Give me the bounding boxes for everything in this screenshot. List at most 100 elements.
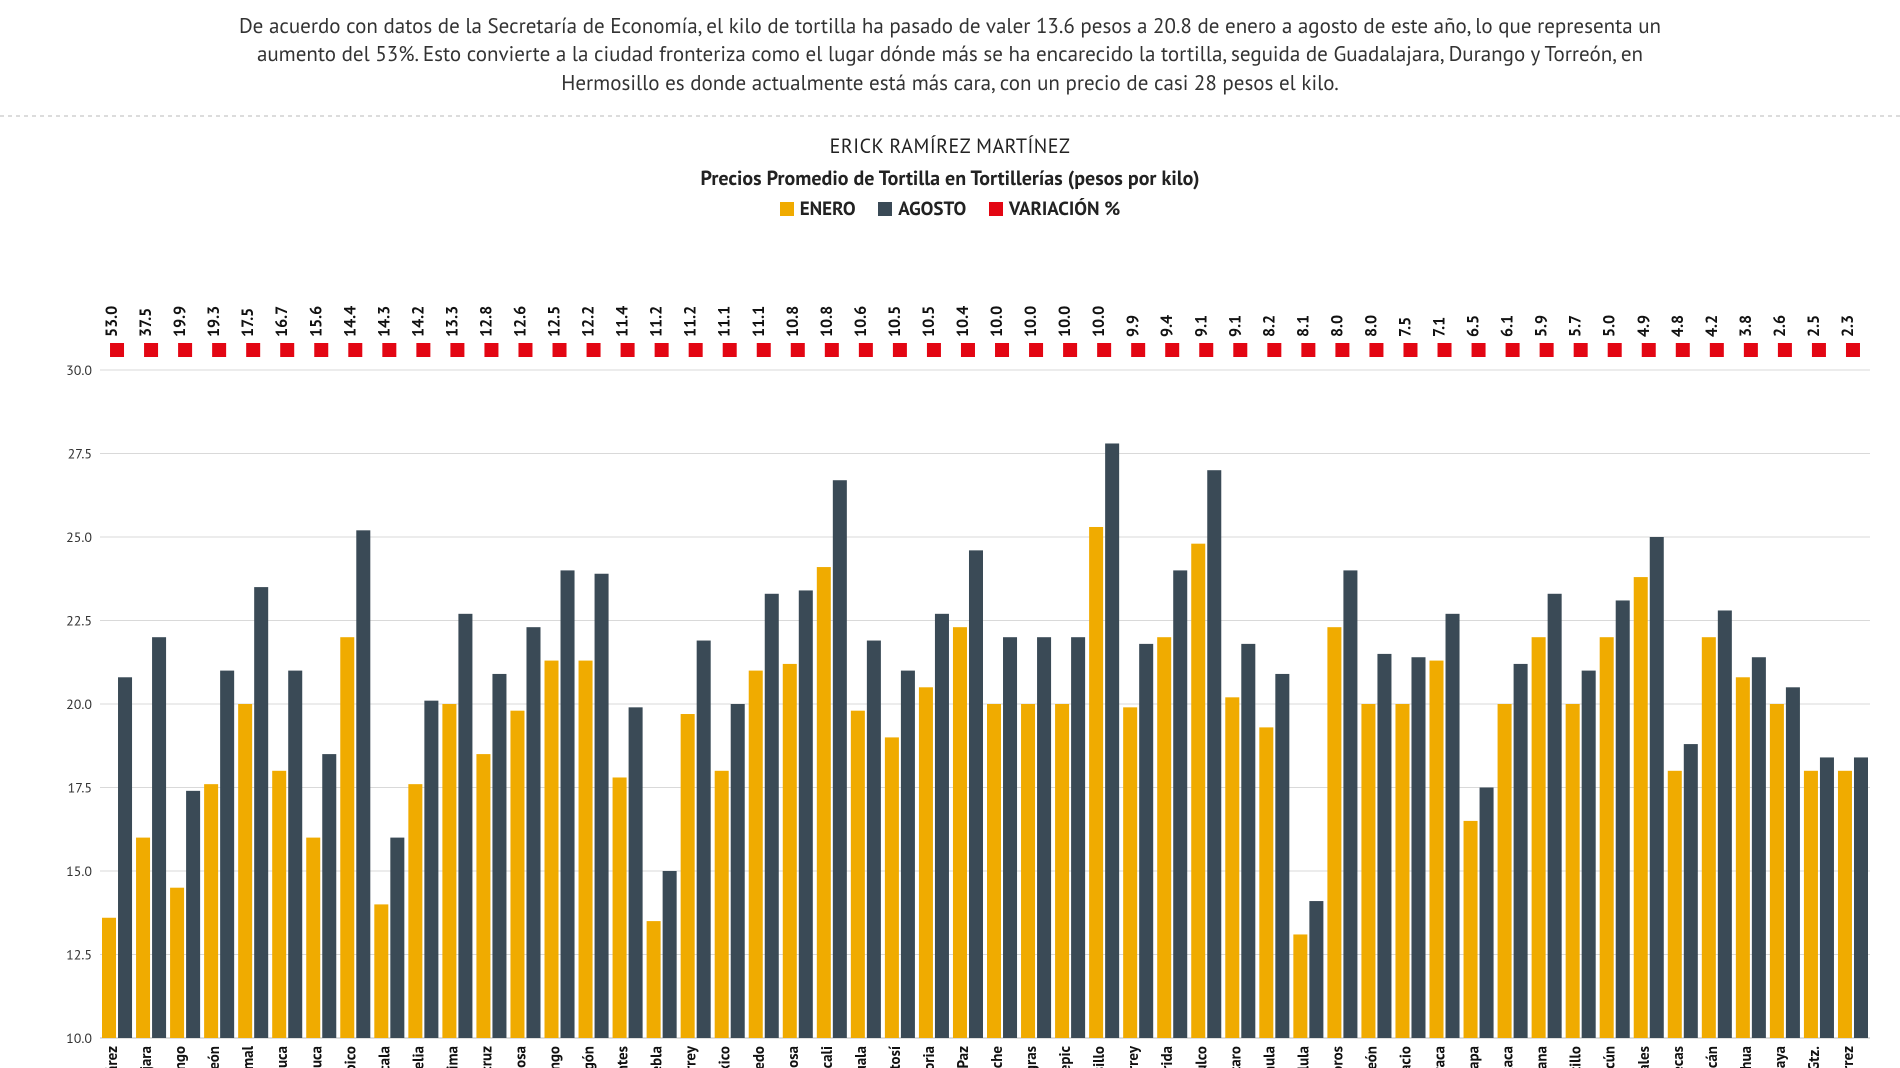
- svg-text:15.6: 15.6: [306, 306, 326, 337]
- svg-text:atecas: atecas: [1669, 1046, 1688, 1068]
- subtitle: Precios Promedio de Tortilla en Tortille…: [0, 165, 1900, 191]
- svg-text:Tepic: Tepic: [1056, 1046, 1075, 1068]
- svg-text:a Gtz.: a Gtz.: [1805, 1046, 1824, 1068]
- svg-text:6.5: 6.5: [1464, 315, 1484, 337]
- svg-text:12.5: 12.5: [545, 306, 565, 337]
- svg-text:orreón: orreón: [205, 1046, 224, 1068]
- legend-swatch-enero: [780, 202, 794, 216]
- svg-text:15.0: 15.0: [66, 862, 92, 880]
- svg-text:ncingo: ncingo: [546, 1046, 565, 1068]
- svg-text:4.9: 4.9: [1634, 315, 1654, 337]
- svg-text:rétaro: rétaro: [1226, 1046, 1245, 1068]
- svg-text:iérrez: iérrez: [1839, 1046, 1858, 1068]
- svg-text:11.2: 11.2: [647, 306, 667, 337]
- svg-text:mpeche: mpeche: [988, 1046, 1007, 1068]
- svg-text:10.5: 10.5: [885, 306, 905, 337]
- svg-text:Cancún: Cancún: [1601, 1046, 1620, 1068]
- svg-text:3.8: 3.8: [1736, 315, 1756, 337]
- svg-text:11.1: 11.1: [749, 306, 769, 337]
- svg-text:Potosí: Potosí: [886, 1046, 905, 1068]
- bar-chart: 10.012.515.017.520.022.525.027.530.053.0…: [60, 290, 1880, 1068]
- svg-text:30.0: 30.0: [66, 361, 92, 379]
- svg-text:xicali: xicali: [818, 1046, 837, 1068]
- svg-text:orelia: orelia: [409, 1046, 428, 1068]
- svg-text:achula: achula: [1260, 1046, 1279, 1068]
- svg-text:Colima: Colima: [443, 1046, 462, 1068]
- svg-text:10.8: 10.8: [783, 306, 803, 337]
- svg-text:huahua: huahua: [1737, 1046, 1756, 1068]
- svg-text:6.1: 6.1: [1498, 315, 1518, 337]
- svg-text:37.5: 37.5: [136, 308, 156, 337]
- svg-text:19.3: 19.3: [204, 306, 224, 337]
- legend-label-agosto: AGOSTO: [898, 197, 966, 221]
- svg-text:8.0: 8.0: [1327, 315, 1347, 337]
- svg-text:terrey: terrey: [1124, 1045, 1143, 1068]
- svg-text:bregón: bregón: [580, 1046, 599, 1068]
- svg-text:12.6: 12.6: [510, 306, 530, 337]
- svg-text:2.6: 2.6: [1770, 315, 1790, 337]
- svg-text:5.7: 5.7: [1566, 315, 1586, 337]
- svg-text:ctoria: ctoria: [920, 1046, 939, 1068]
- svg-text:16.7: 16.7: [272, 306, 292, 337]
- svg-text:ientes: ientes: [614, 1046, 633, 1068]
- legend-label-variacion: VARIACIÓN %: [1009, 197, 1120, 221]
- svg-text:2.3: 2.3: [1838, 315, 1858, 337]
- svg-text:9.9: 9.9: [1123, 315, 1143, 337]
- svg-text:9.1: 9.1: [1225, 315, 1245, 337]
- svg-text:ermosa: ermosa: [511, 1046, 530, 1068]
- byline: ERICK RAMÍREZ MARTÍNEZ: [0, 133, 1900, 159]
- svg-text:9.4: 9.4: [1157, 315, 1177, 337]
- svg-text:ogales: ogales: [1635, 1046, 1654, 1068]
- svg-text:22.5: 22.5: [66, 612, 92, 630]
- legend-swatch-variacion: [989, 202, 1003, 216]
- svg-text:La Paz: La Paz: [954, 1046, 973, 1068]
- svg-text:10.0: 10.0: [987, 306, 1007, 337]
- svg-text:12.2: 12.2: [579, 306, 599, 337]
- svg-text:Xalapa: Xalapa: [1465, 1046, 1484, 1068]
- svg-text:Celaya: Celaya: [1771, 1046, 1790, 1068]
- svg-text:Puebla: Puebla: [648, 1046, 667, 1068]
- svg-text:53.0: 53.0: [102, 306, 122, 337]
- svg-text:ampico: ampico: [341, 1046, 360, 1068]
- svg-text:7.5: 7.5: [1395, 317, 1415, 337]
- svg-text:León: León: [1362, 1046, 1381, 1068]
- svg-text:Negras: Negras: [1022, 1046, 1041, 1068]
- svg-text:ijuana: ijuana: [1533, 1046, 1552, 1068]
- svg-text:8.1: 8.1: [1293, 315, 1313, 337]
- svg-text:12.8: 12.8: [476, 306, 496, 337]
- svg-text:9.1: 9.1: [1191, 315, 1211, 337]
- svg-text:axcala: axcala: [375, 1046, 394, 1068]
- svg-text:4.8: 4.8: [1668, 315, 1688, 337]
- divider: [0, 115, 1900, 117]
- svg-text:13.3: 13.3: [442, 306, 462, 337]
- svg-text:14.4: 14.4: [340, 306, 360, 337]
- svg-text:12.5: 12.5: [66, 946, 92, 964]
- svg-text:achuca: achuca: [273, 1046, 292, 1068]
- svg-text:25.0: 25.0: [66, 528, 92, 546]
- svg-text:10.8: 10.8: [817, 306, 837, 337]
- svg-text:11.2: 11.2: [681, 306, 701, 337]
- svg-text:17.5: 17.5: [238, 308, 258, 337]
- svg-text:Oaxaca: Oaxaca: [1499, 1046, 1518, 1068]
- svg-text:11.4: 11.4: [613, 306, 633, 337]
- svg-text:19.9: 19.9: [170, 306, 190, 337]
- svg-text:10.0: 10.0: [1021, 306, 1041, 337]
- svg-text:17.5: 17.5: [68, 779, 92, 797]
- svg-text:2.5: 2.5: [1804, 315, 1824, 337]
- svg-text:navaca: navaca: [1431, 1046, 1450, 1068]
- svg-text:10.4: 10.4: [953, 306, 973, 337]
- svg-text:8.0: 8.0: [1361, 315, 1381, 337]
- legend-swatch-agosto: [878, 202, 892, 216]
- svg-text:amoros: amoros: [1328, 1046, 1347, 1068]
- svg-text:eynosa: eynosa: [784, 1046, 803, 1068]
- svg-text:osillo: osillo: [1090, 1046, 1109, 1068]
- svg-text:14.3: 14.3: [374, 306, 394, 337]
- svg-text:racruz: racruz: [477, 1046, 496, 1068]
- svg-text:Juárez: Juárez: [103, 1046, 122, 1068]
- svg-text:alacio: alacio: [1396, 1046, 1415, 1068]
- svg-text:etumal: etumal: [239, 1045, 258, 1068]
- svg-text:10.5: 10.5: [919, 306, 939, 337]
- svg-text:liacán: liacán: [1703, 1046, 1722, 1068]
- svg-text:Mérida: Mérida: [1158, 1046, 1177, 1068]
- svg-text:10.0: 10.0: [1089, 306, 1109, 337]
